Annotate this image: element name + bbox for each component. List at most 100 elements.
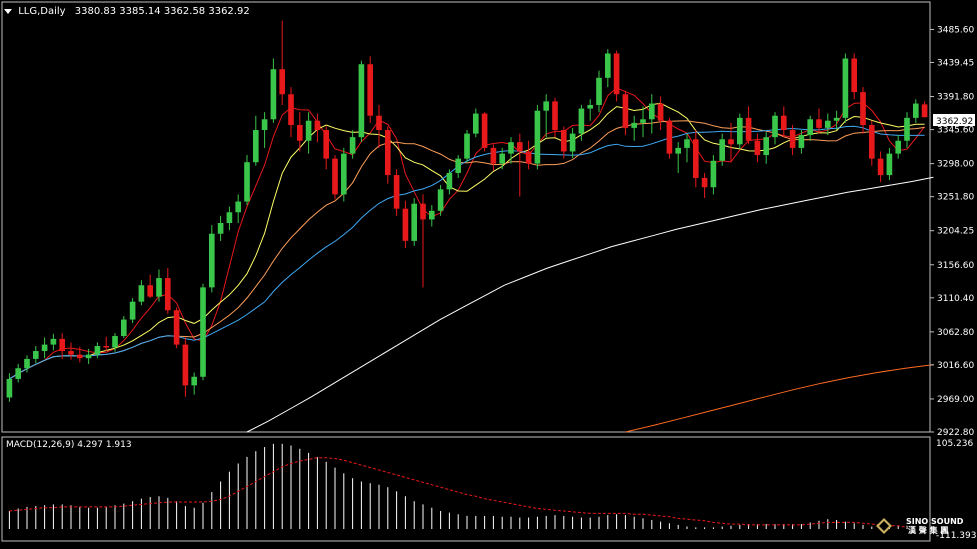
candle-body: [376, 115, 382, 131]
candle-100: [886, 147, 893, 181]
candle-body: [640, 119, 646, 123]
candle-body: [261, 119, 268, 131]
chart-header: LLG,Daily 3380.83 3385.14 3362.58 3362.9…: [4, 6, 250, 17]
candle-29: [261, 112, 268, 148]
candle-71: [631, 115, 638, 141]
candle-body: [631, 122, 638, 128]
candle-body: [411, 203, 418, 241]
candle-22: [200, 283, 206, 381]
candle-62: [552, 97, 558, 138]
candle-96: [851, 53, 858, 100]
candle-93: [824, 113, 831, 136]
candle-body: [684, 139, 690, 148]
candle-body: [217, 223, 224, 234]
candle-body: [472, 113, 479, 134]
candle-body: [156, 278, 162, 297]
candle-body: [587, 104, 594, 109]
candle-body: [446, 172, 453, 190]
current-price-tag-label: 3362.92: [936, 117, 973, 127]
candle-body: [340, 153, 347, 195]
candle-body: [648, 103, 655, 120]
candle-body: [622, 94, 629, 128]
candle-32: [288, 87, 294, 138]
dropdown-triangle-icon[interactable]: [4, 8, 12, 14]
candle-79: [701, 172, 708, 198]
candle-7: [68, 342, 74, 360]
candle-body: [657, 103, 664, 121]
candle-84: [745, 106, 752, 145]
macd-panel: [8, 443, 908, 529]
macd-header: MACD(12,26,9) 4.297 1.913: [6, 440, 132, 450]
candle-94: [833, 110, 840, 131]
candle-20: [182, 337, 189, 397]
candle-51: [455, 155, 462, 178]
candle-body: [552, 101, 558, 131]
candle-body: [736, 117, 743, 145]
candle-body: [358, 64, 365, 138]
macd-signal-line: [9, 457, 908, 528]
candle-body: [384, 130, 391, 176]
candle-33: [296, 112, 303, 152]
candle-body: [367, 64, 374, 116]
candle-body: [798, 135, 805, 148]
price-tick-label-1: 3439.45: [937, 58, 974, 68]
candle-60: [534, 104, 541, 170]
candle-body: [129, 301, 136, 320]
candle-54: [481, 112, 488, 152]
ohlc-readout: 3380.83 3385.14 3362.58 3362.92: [74, 6, 250, 17]
candle-body: [94, 346, 101, 355]
candle-37: [332, 155, 338, 200]
candle-body: [877, 158, 884, 176]
candle-body: [789, 130, 796, 148]
candle-40: [358, 60, 365, 143]
candle-body: [824, 120, 831, 128]
candle-91: [807, 115, 814, 141]
candle-73: [648, 94, 655, 134]
candle-80: [710, 155, 717, 195]
symbol-label: LLG,Daily: [18, 6, 66, 17]
candle-body: [147, 285, 154, 297]
candle-body: [428, 210, 435, 220]
candle-body: [912, 103, 919, 118]
candle-87: [772, 112, 778, 145]
candle-18: [164, 268, 171, 314]
current-price-tag: 3362.92: [933, 114, 975, 127]
candle-body: [437, 189, 444, 211]
candle-body: [252, 130, 259, 163]
candle-59: [525, 140, 532, 170]
candle-44: [393, 169, 400, 216]
ma60-line: [246, 176, 934, 433]
candle-body: [675, 147, 682, 154]
price-tick-label-0: 3485.60: [937, 25, 974, 35]
candle-body: [816, 119, 822, 128]
candle-66: [587, 99, 594, 121]
candle-64: [569, 127, 576, 158]
candle-body: [754, 140, 761, 156]
candle-17: [156, 269, 162, 302]
candle-body: [886, 153, 893, 176]
candle-body: [842, 58, 849, 118]
candle-body: [780, 115, 787, 131]
candle-body: [235, 201, 242, 213]
candle-body: [508, 142, 514, 154]
candle-body: [200, 287, 206, 377]
candle-body: [807, 119, 814, 136]
candle-body: [59, 338, 66, 352]
candle-10: [94, 342, 101, 359]
candle-67: [596, 70, 602, 113]
candle-body: [164, 278, 171, 311]
candle-78: [692, 130, 699, 188]
candle-5: [50, 333, 57, 351]
candle-body: [76, 354, 83, 359]
candle-55: [490, 144, 497, 171]
candle-52: [464, 130, 470, 163]
candle-body: [728, 139, 734, 145]
candle-104: [921, 101, 928, 118]
logo-line2: 漢 聲 集 團: [908, 525, 948, 535]
candle-body: [270, 69, 277, 120]
price-tick-label-9: 3062.80: [937, 328, 974, 338]
candle-88: [780, 106, 787, 138]
candle-body: [666, 120, 673, 154]
